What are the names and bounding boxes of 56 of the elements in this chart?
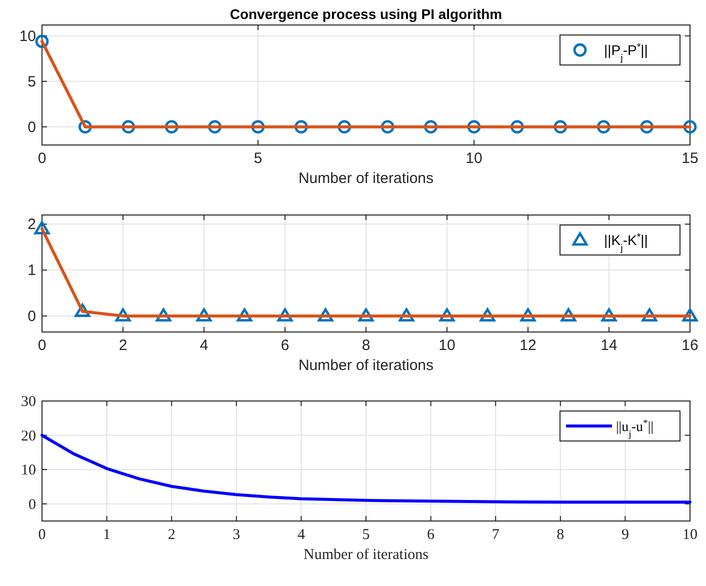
point: [682, 308, 698, 322]
x-tick-label: 12: [520, 337, 536, 354]
y-tick-label: 5: [28, 73, 36, 90]
x-tick-label: 0: [38, 527, 46, 543]
x-tick-label: 9: [621, 527, 629, 543]
x-tick-label: 2: [118, 337, 128, 354]
point: [115, 308, 131, 322]
x-tick-label: 4: [200, 337, 208, 354]
x-tick-label: 4: [297, 527, 306, 543]
x-tick-label: 14: [600, 337, 618, 354]
legend-label: ||u$_{j}$-u$^{*}$||: [616, 418, 654, 440]
x-axis-title: Number of iterations: [304, 547, 429, 563]
point: [34, 221, 50, 234]
chart-title: Convergence process using PI algorithm: [230, 6, 502, 22]
point: [560, 308, 576, 322]
point: [520, 308, 536, 322]
point: [277, 308, 293, 322]
y-tick-label: 0: [28, 308, 36, 325]
point: [480, 308, 496, 322]
x-tick-label: 16: [682, 337, 698, 354]
x-tick-label: 3: [232, 527, 240, 543]
point: [196, 308, 212, 322]
y-tick-label: 0: [28, 118, 36, 136]
x-tick-label: 7: [492, 527, 500, 543]
x-tick-label: 15: [682, 150, 698, 167]
x-tick-label: 5: [254, 150, 262, 167]
y-tick-label: 20: [21, 428, 36, 444]
x-tick-label: 6: [280, 337, 290, 354]
x-tick-label: 1: [103, 527, 111, 543]
point: [439, 308, 455, 322]
legend-label: ||P$_{j}$-P$^{*}$||: [604, 42, 648, 64]
y-tick-label: 30: [21, 394, 36, 410]
y-tick-label: 10: [21, 462, 36, 479]
x-tick-label: 5: [362, 527, 370, 543]
legend-label: ||K$_{j}$-K$^{*}$||: [604, 232, 648, 254]
point: [358, 308, 374, 322]
x-tick-label: 10: [466, 150, 482, 167]
x-axis-title: Number of iterations: [298, 357, 434, 374]
point: [236, 308, 252, 322]
point: [74, 304, 90, 317]
x-tick-label: 10: [682, 527, 698, 543]
y-tick-label: 0: [28, 496, 36, 513]
x-tick-label: 2: [168, 527, 176, 543]
point: [601, 308, 617, 322]
x-tick-label: 10: [438, 337, 456, 354]
x-tick-label: 6: [427, 527, 436, 543]
y-tick-label: 10: [19, 28, 36, 45]
y-tick-label: 1: [28, 262, 36, 280]
point: [318, 308, 334, 322]
x-tick-label: 8: [362, 337, 370, 354]
point: [398, 308, 414, 322]
point: [642, 308, 658, 322]
x-axis-title: Number of iterations: [298, 170, 434, 187]
x-tick-label: 8: [556, 527, 564, 543]
point: [156, 308, 172, 322]
y-tick-label: 2: [28, 216, 36, 234]
